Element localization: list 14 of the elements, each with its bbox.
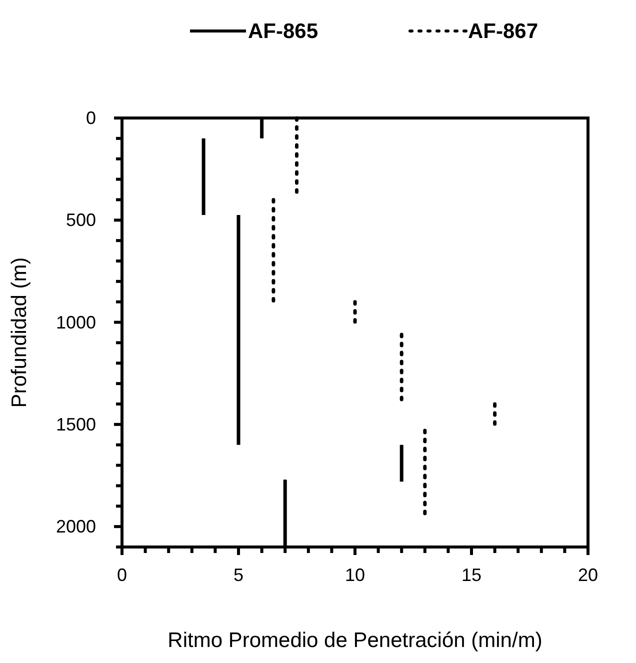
x-axis-title: Ritmo Promedio de Penetración (min/m) <box>168 629 542 652</box>
y-tick-label: 2000 <box>56 516 96 537</box>
x-tick-label: 20 <box>578 565 598 585</box>
x-tick-label: 15 <box>461 565 482 585</box>
x-tick-label: 10 <box>344 565 366 585</box>
y-tick-label: 1000 <box>56 312 96 332</box>
y-tick-label: 500 <box>66 210 96 230</box>
x-tick-label: 5 <box>233 565 244 585</box>
legend-label: AF-865 <box>248 20 318 43</box>
y-tick-label: 0 <box>86 108 96 128</box>
y-tick-label: 1500 <box>56 414 96 434</box>
x-tick-label: 0 <box>116 565 128 585</box>
y-axis-title: Profundidad (m) <box>8 257 31 408</box>
legend-label: AF-867 <box>468 20 538 43</box>
